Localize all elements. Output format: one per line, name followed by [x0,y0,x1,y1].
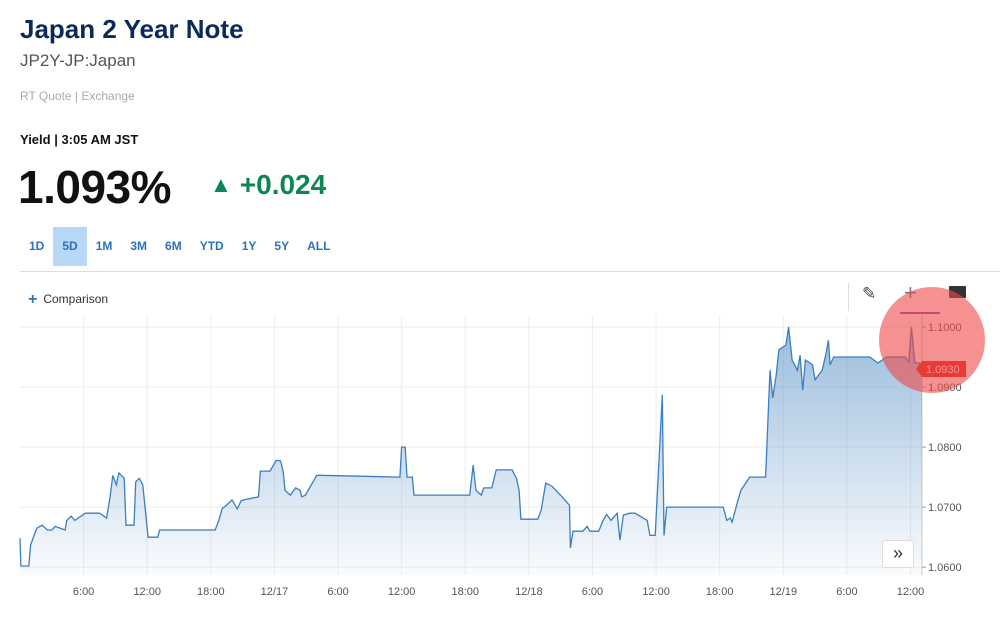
page-title: Japan 2 Year Note [20,14,244,44]
comparison-button[interactable]: + Comparison [28,291,108,309]
tab-ytd[interactable]: YTD [199,239,224,253]
comparison-label: Comparison [43,292,109,306]
plus-icon: + [28,291,38,308]
quote-source: RT Quote | Exchange [20,89,135,103]
tab-6m[interactable]: 6M [165,239,182,253]
x-tick-label: 12:00 [897,586,925,598]
divider [20,271,1000,272]
x-tick-label: 12/17 [261,586,289,598]
x-tick-label: 6:00 [73,586,94,598]
yield-price: 1.093% [18,161,172,213]
tab-1m[interactable]: 1M [95,239,113,253]
y-tick-label: 1.0600 [928,562,962,574]
expand-button[interactable]: » [882,540,914,568]
x-tick-label: 12:00 [642,586,670,598]
toolbar-separator [848,283,849,311]
tab-1d[interactable]: 1D [29,239,45,253]
tab-all[interactable]: ALL [307,239,331,253]
x-tick-label: 6:00 [836,586,857,598]
y-tick-label: 1.0800 [928,442,962,454]
highlight-circle [879,287,985,393]
x-tick-label: 12:00 [388,586,416,598]
yield-line [19,326,923,567]
symbol-label: JP2Y-JP:Japan [20,51,136,70]
change-value: +0.024 [239,169,327,200]
x-tick-label: 12/19 [770,586,798,598]
tab-5d[interactable]: 5D [53,227,87,266]
x-tick-label: 6:00 [582,586,603,598]
y-tick-label: 1.0700 [928,502,962,514]
pencil-icon[interactable]: ✎ [862,284,877,303]
x-tick-label: 18:00 [197,586,225,598]
x-tick-label: 18:00 [451,586,479,598]
up-triangle-icon: ▲ [210,172,232,197]
tab-3m[interactable]: 3M [130,239,148,253]
yield-timestamp: Yield | 3:05 AM JST [20,132,139,147]
x-tick-label: 6:00 [327,586,348,598]
tab-5y[interactable]: 5Y [274,239,290,253]
x-tick-label: 18:00 [706,586,734,598]
price-change: ▲ +0.024 [210,169,326,201]
x-tick-label: 12/18 [515,586,543,598]
x-tick-label: 12:00 [133,586,161,598]
tab-1y[interactable]: 1Y [241,239,257,253]
range-tabs: 1D 5D 1M 3M 6M YTD 1Y 5Y ALL [20,227,339,266]
area-fill [20,327,922,575]
